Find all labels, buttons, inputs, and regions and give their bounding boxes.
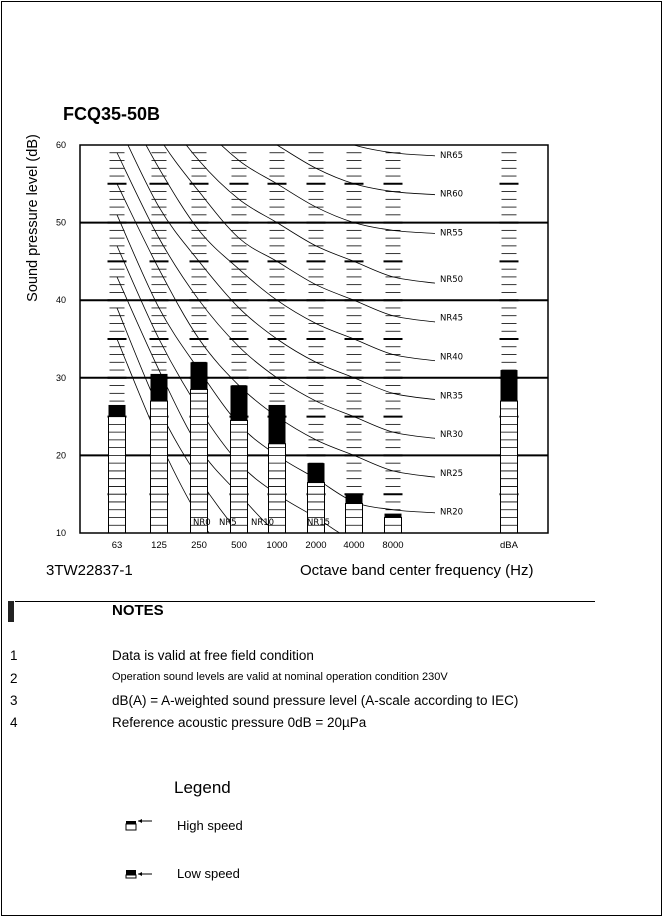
chart-labels: 10 20 30 40 50 60 63 125 250 500 1000 2000 4000 8000 d… (56, 140, 519, 551)
high-speed-bar (268, 404, 286, 444)
nr-curve (127, 145, 436, 400)
y-tick-label: 30 (56, 373, 66, 383)
note-text: Data is valid at free field condition (112, 648, 314, 663)
nr-label: NR20 (440, 508, 463, 518)
low-speed-bar (500, 400, 518, 534)
x-tick-label: 4000 (343, 540, 364, 551)
notes-heading: NOTES (112, 602, 164, 619)
sound-pressure-chart: 10 20 30 40 50 60 63 125 250 500 1000 2000 4000 8000 d… (56, 140, 549, 551)
y-tick-label: 40 (56, 295, 66, 305)
legend-label: High speed (177, 818, 243, 833)
x-axis-label: Octave band center frequency (Hz) (300, 562, 534, 579)
high-speed-bar (500, 370, 518, 402)
nr-label: NR45 (440, 314, 463, 324)
nr-curve (352, 145, 436, 157)
nr-label: NR60 (440, 190, 463, 200)
nr-label: NR0 (193, 518, 211, 528)
x-tick-label: 2000 (305, 540, 326, 551)
high-speed-bar (384, 513, 402, 518)
y-tick-label: 20 (56, 450, 66, 460)
note-number: 4 (10, 715, 18, 730)
note-number: 3 (10, 693, 18, 708)
nr-label: NR55 (440, 228, 463, 238)
nr-label: NR40 (440, 353, 463, 363)
plot-border (79, 144, 549, 534)
nr-curve (163, 145, 436, 323)
legend-label: Low speed (177, 866, 240, 881)
model-title: FCQ35-50B (63, 104, 161, 124)
nr-label: NR65 (440, 151, 463, 161)
low-speed-bar (108, 416, 126, 534)
x-tick-label: 8000 (382, 540, 403, 551)
x-tick-label: 250 (191, 540, 207, 551)
high-speed-bar (150, 373, 168, 402)
notes-divider (15, 601, 595, 602)
notes-marker (8, 601, 14, 622)
nr-label: NR25 (440, 469, 463, 479)
note-text: Operation sound levels are valid at nomi… (112, 671, 448, 683)
legend-title: Legend (174, 778, 231, 797)
nr-curve (276, 145, 436, 196)
note-number: 1 (10, 648, 18, 663)
y-tick-label: 50 (56, 218, 66, 228)
nr-label: NR15 (307, 518, 330, 528)
nr-curve (220, 145, 436, 234)
nr-label: NR10 (251, 518, 274, 528)
nr-curve (185, 145, 436, 284)
nr-label: NR50 (440, 275, 463, 285)
document-reference: 3TW22837-1 (46, 562, 133, 579)
nr-label: NR30 (440, 430, 463, 440)
nr-curve (145, 145, 436, 362)
high-speed-symbol-icon (125, 819, 152, 831)
low-speed-bar (230, 419, 248, 534)
nr-curve (116, 152, 436, 439)
y-tick-label: 10 (56, 528, 66, 538)
bars (108, 362, 518, 534)
low-speed-bar (345, 503, 363, 534)
nr-label: NR5 (219, 518, 237, 528)
y-tick-label: 60 (56, 140, 66, 150)
high-speed-bar (230, 385, 248, 421)
high-speed-bar (307, 463, 325, 483)
note-number: 2 (10, 671, 18, 686)
high-speed-bar (345, 494, 363, 504)
x-tick-label: 1000 (266, 540, 287, 551)
nr-label: NR35 (440, 391, 463, 401)
x-tick-label: 63 (112, 540, 123, 551)
low-speed-symbol-icon (125, 870, 152, 879)
low-speed-bar (150, 400, 168, 534)
note-text: dB(A) = A-weighted sound pressure level … (112, 693, 519, 708)
note-text: Reference acoustic pressure 0dB = 20µPa (112, 715, 367, 730)
plot-frame (79, 144, 549, 534)
x-tick-label: 125 (151, 540, 167, 551)
x-tick-label: 500 (231, 540, 247, 551)
high-speed-bar (108, 404, 126, 417)
x-tick-label: dBA (500, 540, 519, 551)
low-speed-bar (190, 388, 208, 534)
high-speed-bar (190, 362, 208, 390)
